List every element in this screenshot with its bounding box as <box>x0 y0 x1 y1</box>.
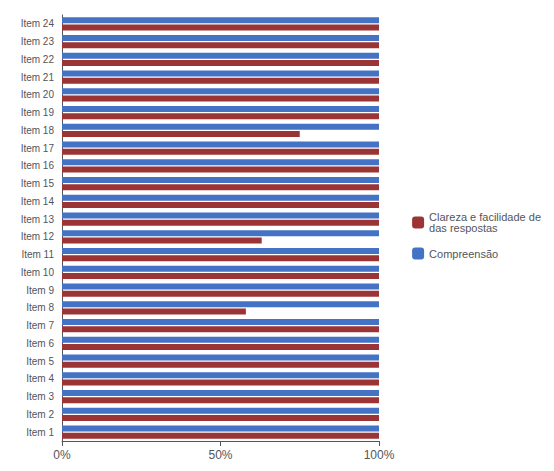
svg-text:Item 20: Item 20 <box>21 89 55 100</box>
svg-text:100%: 100% <box>364 448 395 462</box>
svg-text:Item 10: Item 10 <box>21 267 55 278</box>
svg-text:Item 7: Item 7 <box>26 320 54 331</box>
svg-text:50%: 50% <box>208 448 232 462</box>
svg-text:Item 15: Item 15 <box>21 178 55 189</box>
svg-text:Item 23: Item 23 <box>21 36 55 47</box>
svg-text:Item 4: Item 4 <box>26 373 54 384</box>
svg-text:Item 22: Item 22 <box>21 54 55 65</box>
svg-text:Item 8: Item 8 <box>26 302 54 313</box>
svg-text:Item 12: Item 12 <box>21 231 55 242</box>
svg-text:Item 17: Item 17 <box>21 143 55 154</box>
svg-text:Item 19: Item 19 <box>21 107 55 118</box>
svg-text:0%: 0% <box>53 448 71 462</box>
svg-text:Item 13: Item 13 <box>21 214 55 225</box>
svg-text:Item 16: Item 16 <box>21 160 55 171</box>
svg-text:Item 9: Item 9 <box>26 285 54 296</box>
svg-text:das respostas: das respostas <box>429 222 498 234</box>
svg-text:Item 18: Item 18 <box>21 125 55 136</box>
svg-text:Item 21: Item 21 <box>21 72 55 83</box>
svg-text:Clareza e facilidade de: Clareza e facilidade de <box>429 211 541 223</box>
svg-text:Item 24: Item 24 <box>21 18 55 29</box>
svg-text:Item 2: Item 2 <box>26 409 54 420</box>
svg-text:Item 1: Item 1 <box>26 427 54 438</box>
svg-text:Item 3: Item 3 <box>26 391 54 402</box>
svg-text:Item 14: Item 14 <box>21 196 55 207</box>
svg-text:Item 5: Item 5 <box>26 356 54 367</box>
svg-text:Item 6: Item 6 <box>26 338 54 349</box>
svg-text:Compreensão: Compreensão <box>429 248 498 260</box>
svg-text:Item 11: Item 11 <box>21 249 54 260</box>
